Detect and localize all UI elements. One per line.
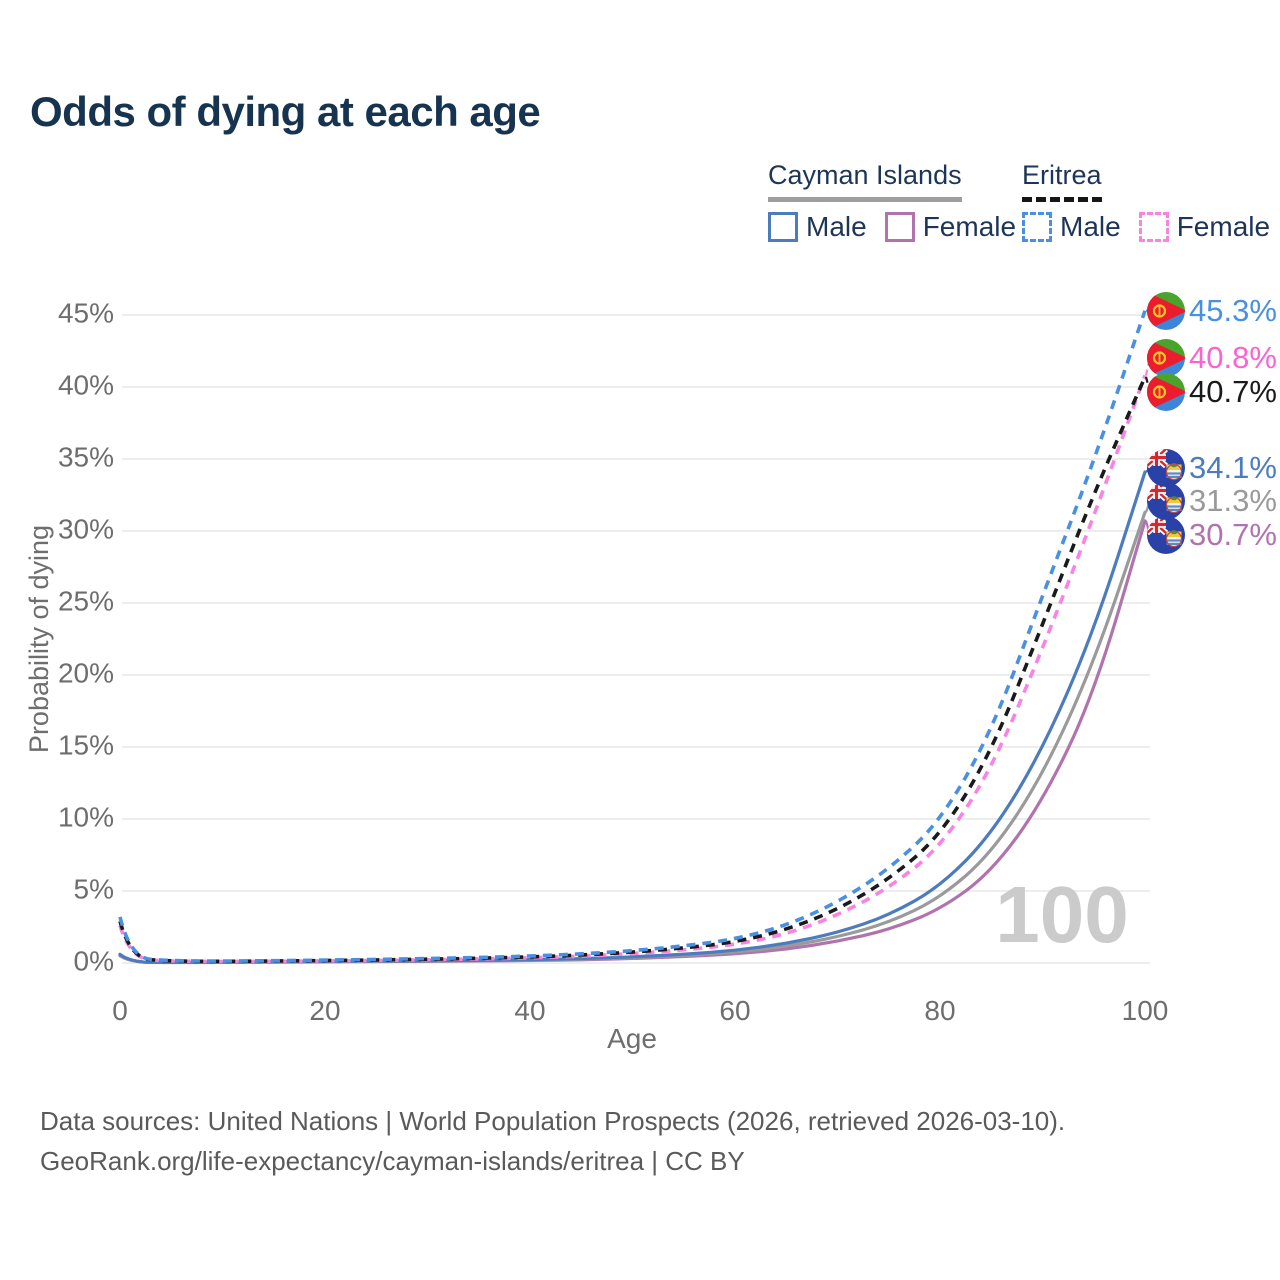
- x-tick-label: 40: [514, 995, 545, 1026]
- label-leader-line: [1144, 356, 1153, 376]
- eritrea-flag-icon: [1147, 292, 1187, 330]
- y-tick-label: 15%: [58, 729, 114, 760]
- end-value-label-cayman-islands-both: 31.3%: [1189, 483, 1277, 518]
- end-value-label-cayman-islands-female: 30.7%: [1189, 517, 1277, 552]
- eritrea-female-swatch-icon: [1138, 212, 1169, 242]
- gridlines: 0% 5% 10% 15% 20% 25% 30% 35% 40% 45% 0 20 40 60 80 100: [58, 297, 1168, 1026]
- cayman-male-swatch-icon: [768, 212, 798, 242]
- x-tick-label: 0: [112, 995, 128, 1026]
- age-watermark: 100: [995, 870, 1128, 959]
- eritrea-flag-icon: [1147, 373, 1187, 411]
- y-tick-label: 30%: [58, 513, 114, 544]
- y-tick-label: 0%: [74, 945, 114, 976]
- data-sources-note: Data sources: United Nations | World Pop…: [40, 1106, 1066, 1136]
- y-tick-label: 25%: [58, 585, 114, 616]
- x-tick-label: 60: [719, 995, 750, 1026]
- series-line-cayman-islands-male: [118, 470, 1147, 964]
- cayman-flag-icon: [1146, 448, 1185, 487]
- end-labels: 30.7%31.3%34.1% 40.8%40.7% 45.3%: [1146, 292, 1277, 554]
- legend-item-cayman-male[interactable]: Male: [768, 211, 867, 243]
- cayman-female-swatch-icon: [884, 212, 915, 242]
- series-lines: [118, 310, 1147, 965]
- end-value-label-cayman-islands-male: 34.1%: [1189, 450, 1277, 485]
- series-line-eritrea-female: [118, 374, 1147, 964]
- y-axis-title: Probability of dying: [24, 525, 54, 753]
- legend-item-label: Female: [922, 211, 1017, 242]
- legend-group-eritrea: Eritrea Male Female: [1022, 160, 1270, 243]
- series-line-eritrea-male: [118, 310, 1147, 963]
- legend-row-eritrea: Male Female: [1022, 211, 1270, 243]
- legend-country-cayman-islands: Cayman Islands: [768, 160, 962, 202]
- attribution-link: GeoRank.org/life-expectancy/cayman-islan…: [40, 1146, 745, 1176]
- end-value-label-eritrea-male: 45.3%: [1189, 293, 1277, 328]
- eritrea-male-swatch-icon: [1022, 212, 1052, 242]
- legend-item-eritrea-female[interactable]: Female: [1138, 211, 1271, 243]
- x-tick-label: 100: [1122, 995, 1169, 1026]
- legend-item-eritrea-male[interactable]: Male: [1022, 211, 1121, 243]
- y-tick-label: 20%: [58, 657, 114, 688]
- legend-item-label: Male: [806, 211, 867, 242]
- legend-country-eritrea: Eritrea: [1022, 160, 1102, 202]
- eritrea-flag-icon: [1147, 339, 1187, 377]
- y-tick-label: 5%: [74, 873, 114, 904]
- x-tick-label: 20: [309, 995, 340, 1026]
- x-tick-label: 80: [924, 995, 955, 1026]
- page-title: Odds of dying at each age: [30, 88, 541, 135]
- x-axis-title: Age: [607, 1023, 657, 1054]
- y-tick-label: 35%: [58, 441, 114, 472]
- series-line-eritrea-both: [118, 376, 1147, 964]
- legend-item-label: Female: [1176, 211, 1271, 242]
- legend-row-cayman: Male Female: [768, 211, 1016, 243]
- legend-group-cayman-islands: Cayman Islands Male Female: [768, 160, 1016, 243]
- end-value-label-eritrea-female: 40.8%: [1189, 340, 1277, 375]
- legend-item-cayman-female[interactable]: Female: [884, 211, 1017, 243]
- legend-item-label: Male: [1060, 211, 1121, 242]
- series-line-cayman-islands-female: [118, 519, 1147, 965]
- y-tick-label: 10%: [58, 801, 114, 832]
- y-tick-label: 45%: [58, 297, 114, 328]
- series-line-cayman-islands-both: [118, 510, 1147, 964]
- y-tick-label: 40%: [58, 369, 114, 400]
- cayman-flag-icon: [1146, 515, 1185, 554]
- end-value-label-eritrea-both: 40.7%: [1189, 374, 1277, 409]
